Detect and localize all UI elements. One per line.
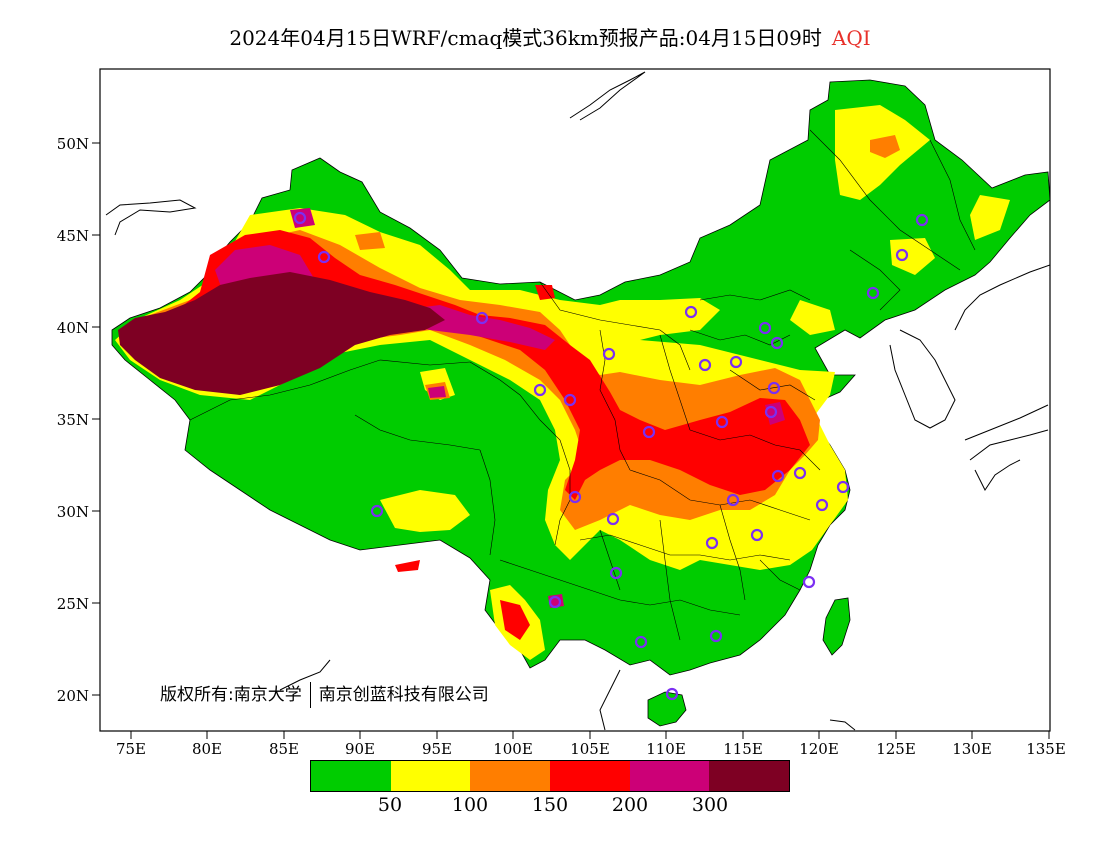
station-marker [836, 480, 850, 494]
copyright-separator [309, 682, 311, 708]
station-marker [705, 536, 719, 550]
station-marker [793, 466, 807, 480]
lat-label: 50N [57, 135, 89, 153]
station-marker [609, 566, 623, 580]
lat-label: 35N [57, 411, 89, 429]
legend-tick: 150 [531, 794, 569, 816]
lon-label: 135E [1026, 740, 1066, 758]
taiwan-island [822, 597, 851, 656]
station-marker [915, 213, 929, 227]
aqi-zone-hazardous [118, 272, 445, 395]
province-boundaries [189, 129, 976, 641]
station-marker [370, 504, 384, 518]
legend-swatch-hazardous [709, 761, 790, 791]
lon-label: 130E [952, 740, 992, 758]
lat-label: 45N [57, 227, 89, 245]
lat-label: 30N [57, 503, 89, 521]
legend-tick: 300 [691, 794, 729, 816]
lon-label: 105E [570, 740, 610, 758]
lon-label: 75E [116, 740, 146, 758]
station-marker [533, 383, 547, 397]
map-title-variable: AQI [831, 26, 871, 50]
lon-label: 90E [345, 740, 375, 758]
lon-labels: 75E 80E 85E 90E 95E 100E 105E 110E 115E … [116, 740, 1066, 758]
station-marker [729, 355, 743, 369]
lon-label: 115E [723, 740, 763, 758]
station-marker [758, 321, 772, 335]
station-marker [866, 286, 880, 300]
station-marker [815, 498, 829, 512]
station-marker [715, 415, 729, 429]
copyright-text: 版权所有:南京大学 南京创蓝科技有限公司 [160, 680, 489, 708]
legend-swatch-very-unhealthy [629, 761, 710, 791]
station-marker [767, 381, 781, 395]
lon-label: 110E [646, 740, 686, 758]
station-marker [568, 490, 582, 504]
lon-label: 95E [422, 740, 452, 758]
station-marker [548, 595, 562, 609]
station-marker [764, 405, 778, 419]
copyright-company: 南京创蓝科技有限公司 [318, 685, 489, 705]
coastlines [105, 71, 1050, 731]
station-marker [709, 629, 723, 643]
station-marker [606, 512, 620, 526]
lat-label: 20N [57, 687, 89, 705]
station-marker [770, 336, 784, 350]
station-markers [293, 211, 929, 701]
station-marker [895, 248, 909, 262]
station-marker [698, 358, 712, 372]
station-marker [802, 575, 816, 589]
station-marker [726, 493, 740, 507]
station-marker [684, 305, 698, 319]
lon-ticks [130, 731, 1050, 739]
station-marker [750, 528, 764, 542]
station-marker [771, 469, 785, 483]
station-marker [634, 635, 648, 649]
station-marker [475, 311, 489, 325]
copyright-owner: 版权所有:南京大学 [160, 685, 302, 705]
legend-swatch-unhealthy [550, 761, 630, 791]
lat-labels: 50N 45N 40N 35N 30N 25N 20N [57, 135, 89, 705]
lon-label: 125E [876, 740, 916, 758]
legend-tick: 200 [611, 794, 649, 816]
station-marker [317, 250, 331, 264]
legend-tick: 100 [451, 794, 489, 816]
legend-swatch-unhealthy-sensitive [470, 761, 551, 791]
station-marker [563, 393, 577, 407]
station-marker [642, 425, 656, 439]
lon-label: 100E [493, 740, 533, 758]
lat-label: 40N [57, 319, 89, 337]
station-marker [293, 211, 307, 225]
legend-swatch-moderate [390, 761, 471, 791]
lon-label: 120E [799, 740, 839, 758]
station-marker [665, 687, 679, 701]
map-title-main: 2024年04月15日WRF/cmaq模式36km预报产品:04月15日09时 [229, 26, 822, 50]
lat-ticks [92, 142, 100, 696]
legend-swatch-good [311, 761, 391, 791]
map-title: 2024年04月15日WRF/cmaq模式36km预报产品:04月15日09时 A… [0, 22, 1100, 51]
lon-label: 80E [192, 740, 222, 758]
aqi-legend [310, 760, 790, 792]
legend-tick: 50 [377, 794, 403, 816]
lon-label: 85E [269, 740, 299, 758]
lat-label: 25N [57, 595, 89, 613]
station-marker [602, 347, 616, 361]
